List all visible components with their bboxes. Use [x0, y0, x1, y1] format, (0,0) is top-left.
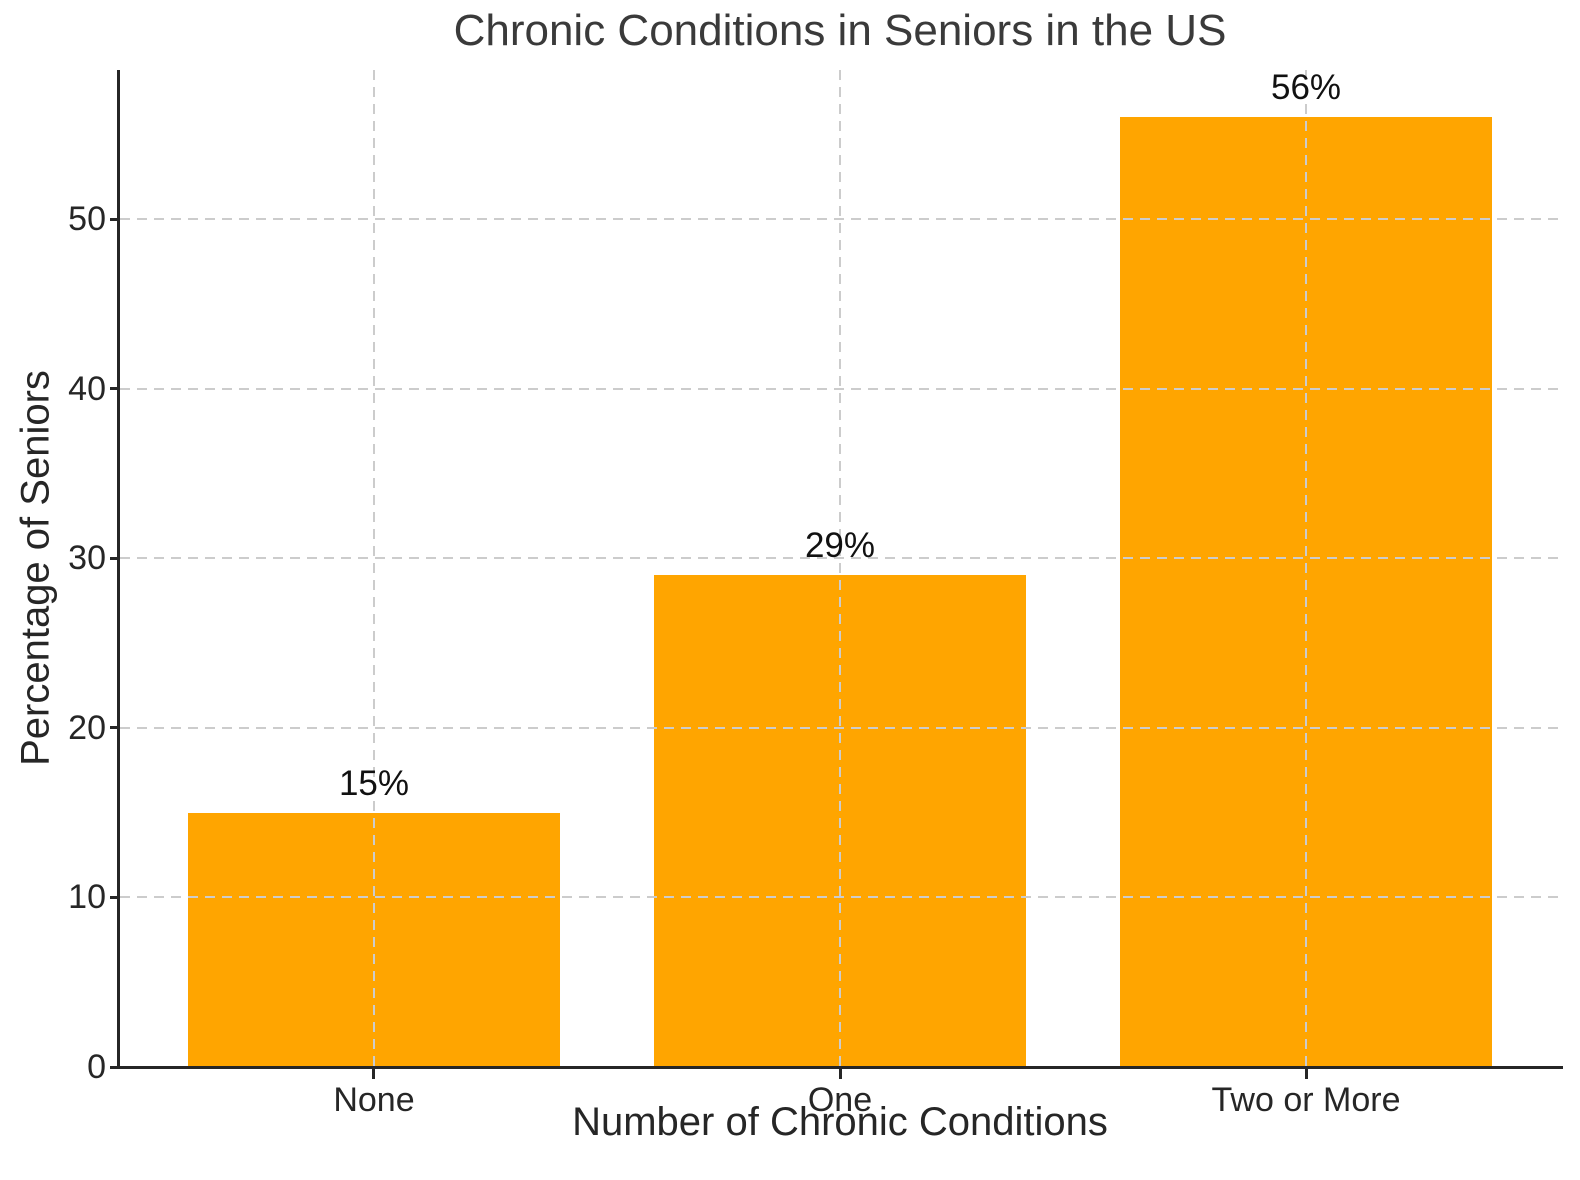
x-tick: [372, 1069, 376, 1079]
y-tick: [110, 895, 120, 899]
x-tick-label: Two or More: [1211, 1081, 1401, 1119]
v-gridline: [372, 70, 375, 1067]
y-tick-label: 10: [68, 878, 106, 917]
x-tick-label: One: [807, 1081, 873, 1119]
y-tick: [110, 726, 120, 730]
bar-value-label: 29%: [804, 526, 876, 566]
y-tick-label: 40: [68, 369, 106, 408]
y-tick-label: 50: [68, 200, 106, 239]
bar-value-label: 56%: [1270, 68, 1342, 108]
y-tick-label: 30: [68, 539, 106, 578]
v-gridline: [1305, 70, 1308, 1067]
h-gridline: [120, 218, 1560, 221]
y-tick-label: 20: [68, 708, 106, 747]
h-gridline: [120, 726, 1560, 729]
x-axis-spine: [117, 1066, 1563, 1069]
bar-value-label: 15%: [338, 763, 409, 803]
y-tick: [110, 217, 120, 221]
y-tick-label: 0: [87, 1048, 106, 1086]
v-gridline: [839, 70, 841, 1067]
h-gridline: [120, 557, 1560, 560]
y-tick: [110, 387, 120, 391]
h-gridline: [120, 896, 1560, 899]
y-tick: [110, 556, 120, 560]
y-tick: [110, 1065, 120, 1069]
x-tick: [838, 1069, 842, 1079]
x-axis-label: Number of Chronic Conditions: [572, 1100, 1108, 1144]
x-tick: [1304, 1069, 1308, 1079]
h-gridline: [120, 387, 1560, 390]
y-axis-spine: [117, 70, 120, 1069]
chart-title: Chronic Conditions in Seniors in the US: [453, 6, 1227, 55]
x-tick-label: None: [333, 1081, 415, 1119]
